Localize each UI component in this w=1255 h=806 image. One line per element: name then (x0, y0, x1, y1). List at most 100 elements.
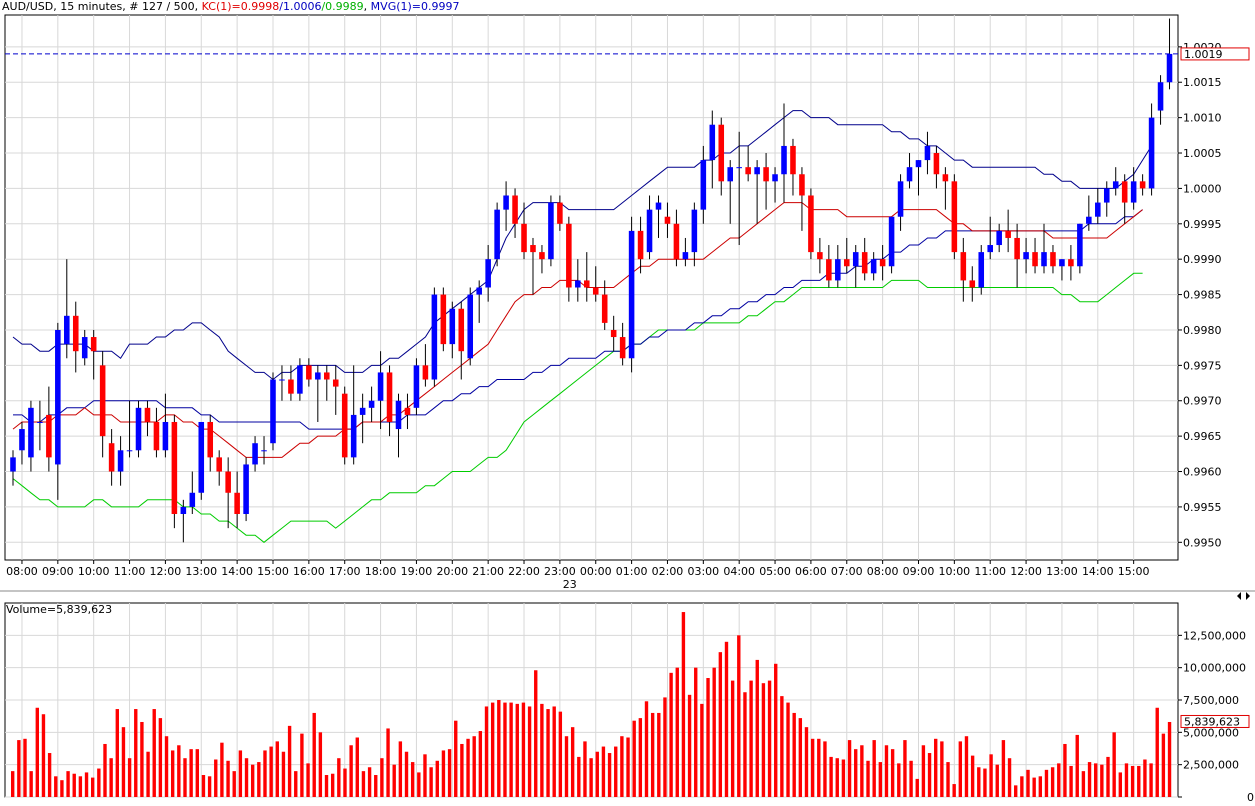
candle-up (1103, 188, 1110, 203)
candle-up (700, 160, 707, 210)
candle-up (117, 450, 124, 472)
candle-up (55, 329, 61, 465)
volume-bar (1014, 785, 1018, 797)
volume-bar (595, 751, 599, 797)
volume-bar (201, 775, 206, 797)
candle-up (682, 252, 689, 260)
volume-bar (712, 667, 716, 797)
last-price-box (1180, 47, 1250, 61)
time-tick-label: 22:00 (508, 565, 540, 578)
candle-down (216, 457, 222, 472)
kc-lower-value: /0.9989 (321, 0, 364, 13)
volume-bar (244, 758, 249, 797)
volume-bar (694, 667, 698, 797)
volume-bar (983, 768, 987, 797)
candle-up (852, 252, 859, 267)
volume-bar (897, 763, 901, 797)
volume-bar (1087, 762, 1092, 797)
volume-bar (515, 703, 519, 797)
volume-bar (749, 680, 753, 797)
scroll-right-icon (1246, 592, 1250, 600)
volume-bar (84, 772, 89, 797)
volume-bar (700, 703, 704, 797)
candle-up (270, 379, 276, 444)
volume-bar (324, 775, 329, 797)
time-tick-label: 10:00 (78, 565, 110, 578)
volume-bar (946, 762, 950, 797)
volume-bar (269, 746, 273, 797)
time-tick-label: 05:00 (759, 565, 791, 578)
candle-down (790, 145, 796, 175)
volume-bar (977, 767, 981, 797)
time-tick-label: 10:00 (938, 565, 970, 578)
price-tick-label: 0.9980 (1183, 324, 1222, 337)
candle-up (628, 230, 635, 359)
time-tick-label: 19:00 (401, 565, 433, 578)
volume-bar (823, 741, 827, 797)
scroll-left-icon (1237, 592, 1241, 600)
volume-bar (478, 731, 483, 797)
candle-up (1059, 259, 1065, 267)
volume-bar (300, 733, 304, 797)
volume-bar (232, 771, 236, 797)
candle-up (198, 421, 205, 493)
volume-tick-label: 12,500,000 (1183, 629, 1246, 642)
candle-up (395, 400, 402, 430)
price-tick-label: 1.0000 (1183, 182, 1222, 195)
volume-bar (1106, 756, 1110, 797)
volume-bar (1149, 763, 1153, 797)
time-tick-label: 11:00 (974, 565, 1006, 578)
candle-down (332, 379, 339, 387)
volume-bar (417, 772, 421, 797)
candle-up (987, 245, 993, 253)
candle-up (727, 167, 733, 182)
volume-bar (78, 776, 83, 797)
volume-bar (792, 712, 796, 797)
candle-up (1086, 216, 1092, 224)
candle-down (46, 414, 52, 458)
volume-bar (509, 702, 513, 797)
candle-up (996, 230, 1002, 246)
volume-bar (460, 743, 464, 797)
time-tick-label: 14:00 (221, 565, 253, 578)
candle-down (610, 329, 617, 338)
price-tick-label: 1.0005 (1183, 147, 1222, 160)
candle-down (530, 245, 536, 253)
volume-bar (835, 758, 839, 797)
candle-up (691, 209, 698, 253)
volume-bar (367, 767, 372, 797)
kc-value: KC(1)=0.9998 (201, 0, 280, 13)
volume-bar (497, 700, 501, 797)
volume-bar (281, 751, 286, 797)
volume-bar (337, 758, 341, 797)
candle-up (1157, 82, 1164, 111)
candle-up (297, 365, 303, 394)
volume-bar (410, 762, 415, 797)
time-tick-label: 04:00 (723, 565, 755, 578)
volume-bar (657, 712, 661, 797)
volume-bar (847, 740, 852, 797)
volume-bar (275, 741, 279, 797)
candle-up (449, 308, 456, 345)
volume-tick-label: 2,500,000 (1183, 759, 1239, 772)
candle-up (476, 287, 482, 295)
volume-bar (164, 736, 169, 797)
candle-up (180, 506, 187, 514)
volume-bar (558, 711, 563, 797)
candle-up (1095, 202, 1101, 217)
volume-bar (146, 751, 150, 797)
time-tick-label: 02:00 (652, 565, 684, 578)
candle-up (772, 174, 778, 182)
candle-down (404, 407, 411, 415)
volume-bar (121, 727, 126, 797)
candle-down (1121, 181, 1128, 203)
candle-down (1014, 237, 1020, 260)
candle-up (431, 294, 438, 380)
candle-up (888, 216, 895, 267)
candle-up (359, 407, 366, 415)
volume-bar (441, 750, 446, 797)
volume-bar (921, 745, 926, 797)
candle-up (315, 372, 321, 380)
time-tick-label: 23:00 (544, 565, 576, 578)
